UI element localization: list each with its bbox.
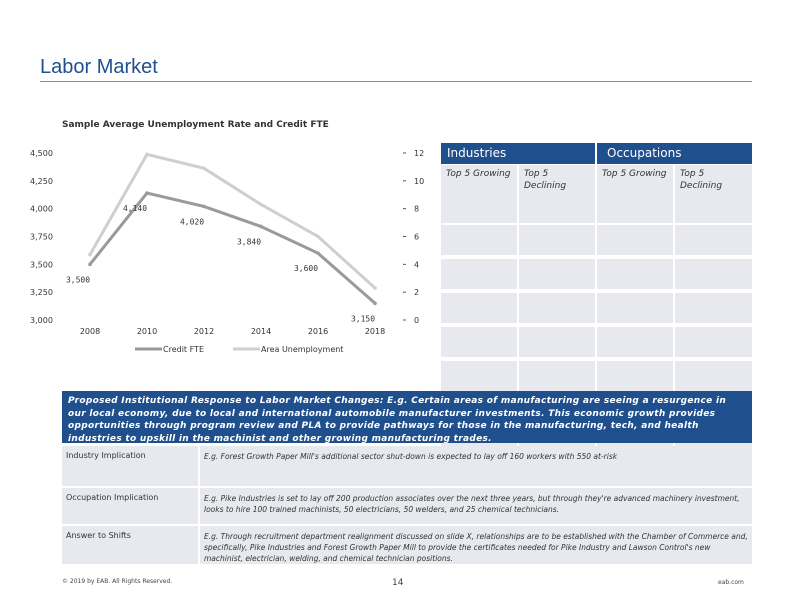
grid-cell xyxy=(675,361,752,393)
right-tick-label: 2 xyxy=(414,288,419,297)
x-tick-label: 2010 xyxy=(137,327,157,336)
grid-cell xyxy=(597,259,675,291)
x-tick-label: 2014 xyxy=(251,327,271,336)
data-point xyxy=(316,234,320,239)
left-tick-label: 3,250 xyxy=(30,288,53,297)
data-point xyxy=(373,286,377,290)
grid-cell xyxy=(675,259,752,291)
line-chart: 4,500 4,250 4,000 3,750 3,500 3,250 3,000 12 10… xyxy=(30,149,424,354)
chart-title: Sample Average Unemployment Rate and Cre… xyxy=(62,120,329,130)
grid-cell xyxy=(441,225,519,257)
right-axis-ticks: 12 10 8 6 4 2 0 xyxy=(403,149,424,325)
data-point xyxy=(145,191,149,195)
series-layer xyxy=(88,152,377,306)
occupations-declining-header: Top 5 Declining xyxy=(675,165,752,223)
data-label: 3,840 xyxy=(237,237,261,246)
left-tick-label: 3,750 xyxy=(30,233,53,242)
industries-growing-header: Top 5 Growing xyxy=(441,165,519,223)
grid-cell xyxy=(441,259,519,291)
grid-cell xyxy=(519,361,597,393)
occupations-growing-header: Top 5 Growing xyxy=(597,165,675,223)
x-tick-label: 2018 xyxy=(365,327,385,336)
data-label: 4,020 xyxy=(180,217,204,226)
left-tick-label: 3,500 xyxy=(30,260,53,269)
grid-cell xyxy=(675,327,752,359)
data-point xyxy=(145,152,149,157)
page-title: Labor Market xyxy=(40,56,158,78)
grid-cell xyxy=(441,327,519,359)
left-tick-label: 4,500 xyxy=(30,149,53,158)
page-number: 14 xyxy=(392,578,404,588)
occupations-header: Occupations xyxy=(597,143,752,164)
x-tick-label: 2008 xyxy=(80,327,100,336)
industries-declining-header: Top 5 Declining xyxy=(519,165,597,223)
data-label: 3,600 xyxy=(294,264,318,273)
left-tick-label: 4,000 xyxy=(30,205,53,214)
grid-cell xyxy=(441,293,519,325)
right-tick-label: 4 xyxy=(414,260,419,269)
industry-implication-text: E.g. Forest Growth Paper Mill's addition… xyxy=(200,446,752,486)
title-divider xyxy=(40,81,752,82)
industry-implication-label: Industry Implication xyxy=(62,446,198,486)
data-point xyxy=(202,204,206,209)
legend-label: Credit FTE xyxy=(163,345,204,354)
data-point xyxy=(88,252,92,257)
series-line xyxy=(88,152,377,290)
grid-cell xyxy=(597,327,675,359)
right-tick-label: 10 xyxy=(414,177,424,186)
grid-cell xyxy=(519,327,597,359)
series-line xyxy=(88,191,376,305)
grid-cell xyxy=(597,361,675,393)
industries-header: Industries xyxy=(441,143,595,164)
occupation-implication-text: E.g. Pike Industries is set to lay off 2… xyxy=(200,488,752,524)
left-tick-label: 4,250 xyxy=(30,177,53,186)
grid-cell xyxy=(519,225,597,257)
right-tick-label: 12 xyxy=(414,149,424,158)
grid-cell xyxy=(519,259,597,291)
data-point xyxy=(373,301,377,306)
data-point xyxy=(202,166,206,171)
right-tick-label: 6 xyxy=(414,233,419,242)
x-axis-ticks: 2008 2010 2012 2014 2016 2018 xyxy=(80,327,385,336)
chart-legend: Credit FTE Area Unemployment xyxy=(135,345,343,354)
right-tick-label: 0 xyxy=(414,316,419,325)
data-point xyxy=(316,251,320,255)
data-point xyxy=(259,202,263,207)
response-heading: Proposed Institutional Response to Labor… xyxy=(62,391,752,444)
copyright: © 2019 by EAB. All Rights Reserved. xyxy=(62,578,173,585)
data-label: 3,150 xyxy=(351,314,375,323)
grid-cell xyxy=(597,225,675,257)
grid-cell xyxy=(441,361,519,393)
x-tick-label: 2016 xyxy=(308,327,328,336)
left-tick-label: 3,000 xyxy=(30,316,53,325)
left-axis-ticks: 4,500 4,250 4,000 3,750 3,500 3,250 3,000 xyxy=(30,149,53,325)
grid-cell xyxy=(675,293,752,325)
grid-cell xyxy=(597,293,675,325)
data-point xyxy=(259,224,263,229)
grid-cell xyxy=(675,225,752,257)
occupation-implication-label: Occupation Implication xyxy=(62,488,198,524)
answer-to-shifts-label: Answer to Shifts xyxy=(62,526,198,564)
answer-to-shifts-text: E.g. Through recruitment department real… xyxy=(200,526,752,564)
x-tick-label: 2012 xyxy=(194,327,214,336)
site-link[interactable]: eab.com xyxy=(718,579,744,586)
grid-cell xyxy=(519,293,597,325)
legend-label: Area Unemployment xyxy=(261,345,343,354)
right-tick-label: 8 xyxy=(414,205,419,214)
data-labels-layer: 3,500 4,140 4,020 3,840 3,600 3,150 xyxy=(66,204,375,323)
data-point xyxy=(88,262,92,267)
data-label: 4,140 xyxy=(123,204,147,213)
data-label: 3,500 xyxy=(66,275,90,284)
